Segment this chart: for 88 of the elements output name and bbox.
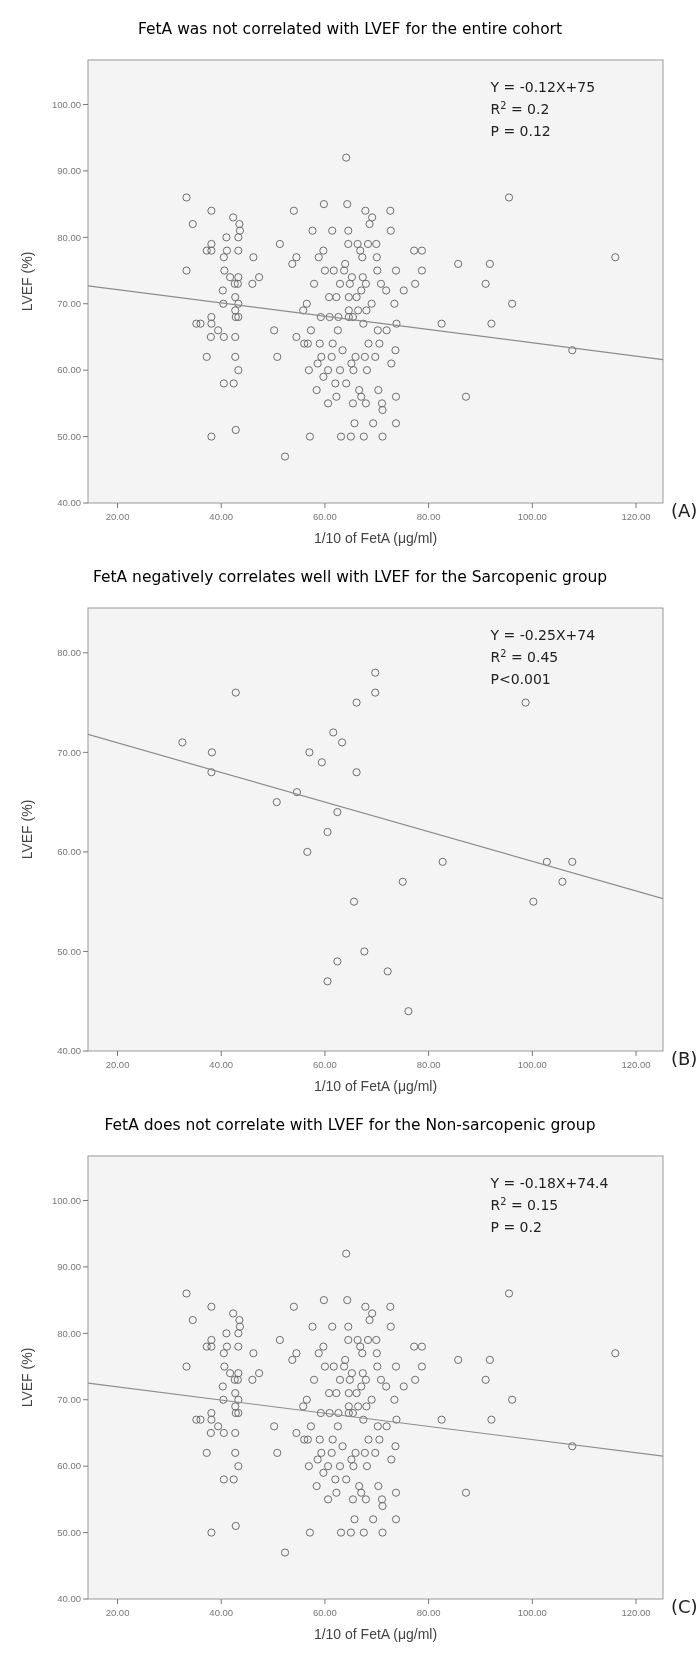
chart-title: FetA negatively correlates well with LVEF for the Sarcopenic group <box>92 568 608 586</box>
point <box>529 897 538 906</box>
y-tick-label: 70.00 <box>57 1394 81 1406</box>
x-tick-label: 120.00 <box>621 511 651 522</box>
y-tick-label: 40.00 <box>57 497 81 509</box>
point <box>207 768 216 777</box>
point <box>558 877 567 886</box>
chart-title: FetA does not correlate with LVEF for the Non-sarcopenic group <box>104 1116 596 1134</box>
y-tick-label: 50.00 <box>57 430 81 442</box>
point <box>438 857 447 866</box>
y-tick-label: 100.00 <box>51 98 81 110</box>
y-tick-label: 60.00 <box>57 364 81 376</box>
y-tick-label: 50.00 <box>57 945 81 957</box>
y-tick-label: 80.00 <box>57 1327 81 1339</box>
x-tick-label: 100.00 <box>517 1607 547 1618</box>
point <box>231 688 240 697</box>
point <box>292 788 302 797</box>
x-axis-title: 1/10 of FetA (μg/ml) <box>313 530 438 546</box>
y-tick-label: 90.00 <box>57 1261 81 1273</box>
point <box>349 897 359 906</box>
x-tick-label: 20.00 <box>105 511 130 522</box>
point <box>333 807 342 817</box>
y-tick-label: 80.00 <box>57 647 81 659</box>
x-tick-label: 20.00 <box>105 1059 130 1070</box>
y-axis-title: LVEF (%) <box>19 799 35 860</box>
y-tick-label: 40.00 <box>57 1045 81 1057</box>
annotation: R$^{2}$ = 0.45 <box>490 647 559 665</box>
x-tick-label: 40.00 <box>209 1607 234 1618</box>
x-tick-label: 120.00 <box>621 1607 651 1618</box>
x-tick-label: 60.00 <box>313 1607 337 1618</box>
x-axis-title: 1/10 of FetA (μg/ml) <box>313 1078 438 1094</box>
x-axis-title: 1/10 of FetA (μg/ml) <box>313 1626 438 1642</box>
y-tick-label: 50.00 <box>57 1526 81 1538</box>
point <box>404 1007 413 1016</box>
x-tick-label: 80.00 <box>416 1059 441 1070</box>
y-tick-label: 70.00 <box>57 298 81 310</box>
y-axis-title: LVEF (%) <box>19 1347 35 1408</box>
x-tick-label: 60.00 <box>313 511 337 522</box>
point <box>303 847 312 856</box>
text: (B) <box>671 1048 698 1069</box>
x-tick-label: 80.00 <box>416 1607 441 1618</box>
text: (C) <box>671 1596 698 1617</box>
chart-title: FetA was not correlated with LVEF for the entire cohort <box>137 20 563 38</box>
annotation: R$^{2}$ = 0.2 <box>490 99 550 117</box>
point <box>352 768 361 777</box>
annotation: R$^{2}$ = 0.15 <box>490 1195 559 1213</box>
annotation: Y = -0.12X+75 <box>489 79 596 95</box>
point <box>371 668 380 677</box>
annotation: Y = -0.18X+74.4 <box>489 1175 609 1191</box>
x-tick-label: 20.00 <box>105 1607 130 1618</box>
y-tick-label: 60.00 <box>57 846 81 858</box>
point <box>352 698 361 707</box>
point <box>333 957 342 966</box>
y-tick-label: 70.00 <box>57 746 81 758</box>
point <box>323 827 332 837</box>
point <box>398 877 407 886</box>
point <box>371 688 380 697</box>
point <box>207 748 217 757</box>
y-tick-label: 90.00 <box>57 165 81 177</box>
x-tick-label: 100.00 <box>517 1059 547 1070</box>
x-tick-label: 40.00 <box>209 1059 234 1070</box>
point <box>568 857 577 866</box>
annotation: P = 0.12 <box>490 123 551 139</box>
x-tick-label: 60.00 <box>313 1059 337 1070</box>
y-axis-title: LVEF (%) <box>19 251 35 312</box>
point <box>178 738 187 747</box>
y-tick-label: 40.00 <box>57 1593 81 1605</box>
point <box>329 728 338 737</box>
y-tick-label: 100.00 <box>51 1194 81 1206</box>
x-tick-label: 40.00 <box>209 511 234 522</box>
y-tick-label: 80.00 <box>57 231 81 243</box>
point <box>323 977 332 986</box>
annotation: P = 0.2 <box>490 1219 542 1235</box>
point <box>317 758 326 767</box>
point <box>272 798 281 807</box>
point <box>305 748 314 757</box>
text: (A) <box>671 500 698 521</box>
annotation: P<0.001 <box>490 671 551 687</box>
x-tick-label: 120.00 <box>621 1059 651 1070</box>
y-tick-label: 60.00 <box>57 1460 81 1472</box>
point <box>360 947 369 956</box>
x-tick-label: 100.00 <box>517 511 547 522</box>
point <box>521 698 530 707</box>
annotation: Y = -0.25X+74 <box>489 627 596 643</box>
point <box>337 738 347 747</box>
point <box>383 967 392 976</box>
point <box>542 857 551 866</box>
x-tick-label: 80.00 <box>416 511 441 522</box>
